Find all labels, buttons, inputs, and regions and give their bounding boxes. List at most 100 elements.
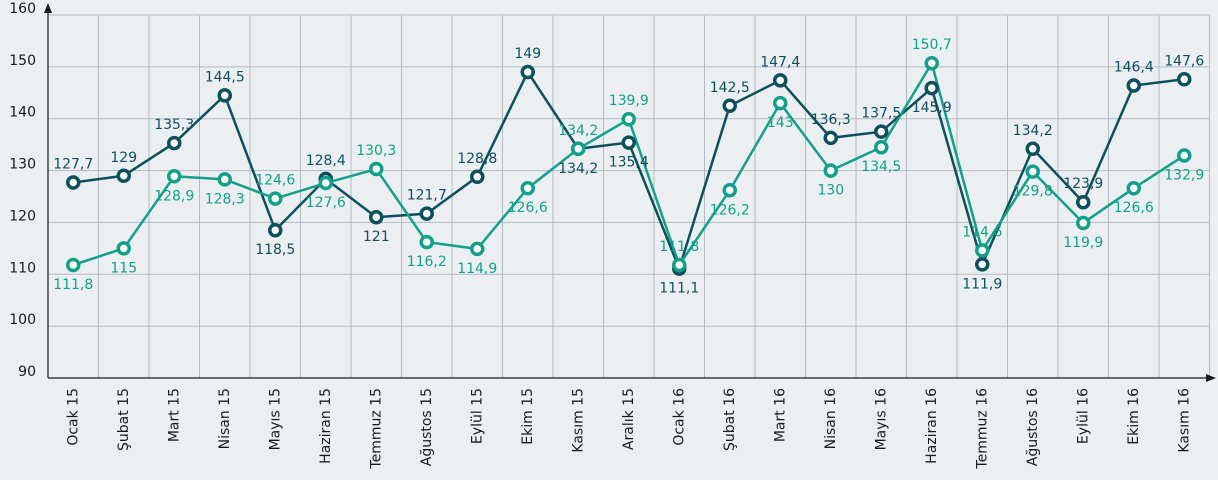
data-label: 124,6	[255, 173, 295, 189]
series-marker	[66, 257, 81, 273]
series-marker	[520, 64, 535, 80]
y-tick-label: 150	[9, 53, 36, 69]
data-label: 126,6	[1114, 200, 1154, 216]
series-marker	[924, 80, 939, 96]
data-label: 114,9	[457, 261, 497, 277]
x-tick-label: Ağustos 16	[1025, 388, 1041, 466]
data-label: 127,7	[53, 156, 93, 172]
x-tick-label: Şubat 15	[116, 388, 132, 451]
data-label: 128,4	[306, 153, 346, 169]
x-tick-label: Ağustos 15	[419, 388, 435, 466]
series-marker	[722, 98, 737, 113]
data-label: 118,5	[255, 242, 295, 258]
data-label: 123,9	[1063, 176, 1103, 192]
x-tick-label: Ocak 15	[65, 388, 81, 446]
series-marker	[470, 169, 485, 185]
x-tick-label: Eylül 15	[469, 388, 485, 444]
series-marker	[571, 141, 586, 157]
x-tick-label: Kasım 16	[1176, 388, 1192, 453]
data-label: 134,2	[558, 123, 598, 139]
series-marker	[1126, 78, 1141, 93]
series-marker	[823, 163, 838, 178]
series-marker	[268, 191, 283, 206]
data-label: 114,6	[962, 224, 1002, 240]
data-label: 137,5	[861, 106, 901, 122]
data-label: 135,4	[609, 155, 649, 171]
x-tick-label: Şubat 16	[722, 388, 738, 451]
x-tick-label: Nisan 16	[823, 388, 839, 449]
x-tick-label: Mayıs 15	[267, 388, 283, 450]
data-label: 144,5	[205, 69, 245, 85]
y-tick-label: 120	[9, 208, 36, 224]
data-label: 119,9	[1063, 235, 1103, 251]
data-label: 130,3	[356, 143, 396, 159]
data-label: 129	[110, 150, 137, 166]
x-tick-label: Nisan 15	[217, 388, 233, 449]
data-label: 134,5	[861, 159, 901, 175]
data-label: 149	[514, 46, 541, 62]
y-axis-arrow	[44, 3, 52, 13]
data-label: 142,5	[710, 80, 750, 96]
series-marker	[924, 55, 939, 71]
data-label: 136,3	[811, 112, 851, 128]
series-marker	[419, 234, 434, 250]
series-marker	[369, 161, 384, 177]
y-tick-label: 140	[9, 105, 36, 121]
x-tick-label: Mart 16	[772, 388, 788, 442]
series-marker	[167, 169, 182, 184]
data-label: 146,4	[1114, 60, 1154, 76]
series-marker	[116, 241, 131, 256]
data-label: 147,6	[1164, 53, 1204, 69]
series-marker	[773, 95, 788, 111]
data-label: 132,9	[1164, 168, 1204, 184]
data-label: 135,3	[154, 117, 194, 133]
series-marker	[419, 206, 434, 221]
data-label: 143	[767, 115, 794, 131]
series-marker	[1076, 194, 1091, 210]
series-marker	[975, 257, 990, 272]
x-tick-label: Kasım 15	[570, 388, 586, 453]
data-label: 139,9	[609, 93, 649, 109]
x-tick-label: Temmuz 16	[974, 388, 990, 470]
series-marker	[66, 175, 81, 190]
data-label: 128,9	[154, 188, 194, 204]
data-label: 121,7	[407, 188, 447, 204]
data-label: 111,9	[962, 276, 1002, 292]
series-marker	[621, 135, 636, 150]
series-marker	[773, 73, 788, 88]
series-marker	[823, 130, 838, 146]
series-marker	[1025, 141, 1040, 157]
data-label: 150,7	[912, 37, 952, 53]
series-marker	[722, 183, 737, 198]
data-label: 127,6	[306, 195, 346, 211]
y-tick-label: 130	[9, 157, 36, 173]
series-marker	[874, 124, 889, 139]
x-tick-label: Mart 15	[166, 388, 182, 442]
x-axis-arrow	[1206, 374, 1216, 382]
data-label: 126,6	[508, 200, 548, 216]
data-label: 128,3	[205, 191, 245, 207]
series-marker	[318, 175, 333, 191]
series-marker	[520, 180, 535, 196]
x-tick-label: Aralık 15	[621, 388, 637, 450]
x-tick-label: Ekim 15	[520, 388, 536, 445]
series-marker	[217, 172, 232, 187]
data-label: 111,8	[659, 239, 699, 255]
x-tick-label: Ocak 16	[671, 388, 687, 446]
data-label: 116,2	[407, 254, 447, 270]
y-tick-label: 100	[9, 312, 36, 328]
series-marker	[470, 241, 485, 257]
data-label: 130	[817, 183, 844, 199]
x-tick-label: Eylül 16	[1075, 388, 1091, 444]
data-label: 145,9	[912, 100, 952, 116]
data-label: 129,8	[1013, 184, 1053, 200]
data-label: 111,1	[659, 281, 699, 297]
x-tick-label: Temmuz 15	[368, 388, 384, 470]
series-marker	[621, 111, 636, 127]
data-label: 147,4	[760, 54, 800, 70]
series-marker	[874, 139, 889, 155]
data-label: 126,2	[710, 202, 750, 218]
series-marker	[116, 168, 131, 184]
